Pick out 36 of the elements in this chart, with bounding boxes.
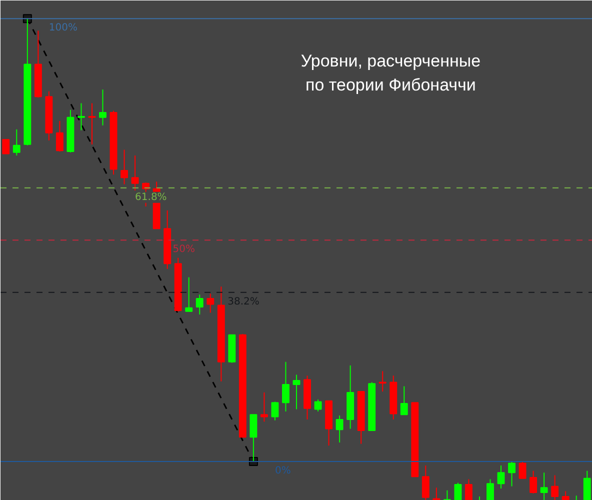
candlestick <box>508 461 516 487</box>
ref-line-label: 50% <box>172 244 195 256</box>
ref-line-label: 0% <box>274 466 291 477</box>
candlestick <box>443 490 451 500</box>
candlestick <box>464 478 472 500</box>
candlestick <box>400 386 408 416</box>
candlestick <box>454 482 462 500</box>
candlestick <box>196 294 204 315</box>
candlestick <box>78 102 85 131</box>
candlestick <box>88 102 96 145</box>
candlestick <box>260 392 268 422</box>
candlestick <box>540 472 548 500</box>
candlestick <box>120 149 128 185</box>
candlestick <box>131 155 139 191</box>
candlestick <box>518 461 526 479</box>
candlestick <box>185 276 193 312</box>
candlestick <box>486 478 494 500</box>
candlestick <box>292 374 300 410</box>
candlestick <box>432 487 440 500</box>
candlestick <box>422 465 430 500</box>
candlestick <box>314 399 322 412</box>
candlestick <box>282 361 290 412</box>
candlestick <box>551 474 559 500</box>
candlestick <box>12 128 20 156</box>
candlestick <box>56 120 64 152</box>
candlestick <box>497 465 505 490</box>
candlestick <box>2 139 10 154</box>
ref-line-label: 100% <box>48 22 78 34</box>
candlestick <box>336 414 344 443</box>
ref-line-label: 61.8% <box>135 192 167 203</box>
candlestick <box>206 293 214 314</box>
candlestick <box>271 401 279 421</box>
candlestick <box>530 470 538 494</box>
text: Уровни, расчерченные по теории Фибоначчи <box>300 52 481 94</box>
candlestick <box>99 89 106 126</box>
candlestick <box>583 470 591 500</box>
